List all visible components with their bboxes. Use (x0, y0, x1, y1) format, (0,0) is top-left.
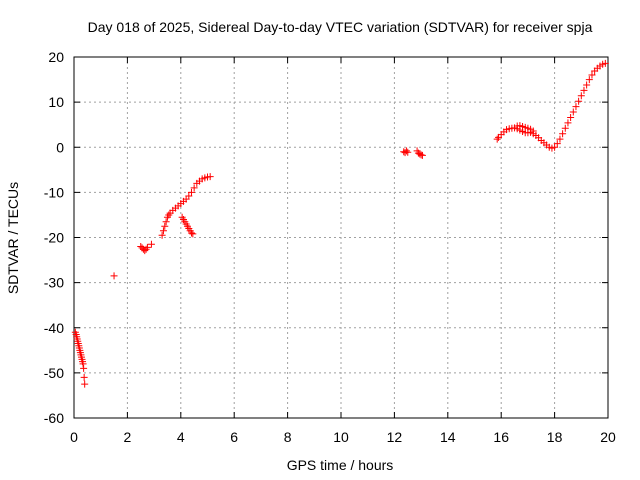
y-tick-label: -30 (44, 275, 64, 291)
x-tick-label: 20 (600, 429, 616, 445)
x-tick-label: 2 (124, 429, 132, 445)
data-point (189, 230, 197, 238)
data-point (564, 119, 572, 127)
data-point (559, 130, 567, 138)
chart-title: Day 018 of 2025, Sidereal Day-to-day VTE… (88, 19, 593, 35)
data-point (572, 103, 580, 111)
x-tick-label: 0 (70, 429, 78, 445)
x-tick-label: 12 (387, 429, 403, 445)
data-point (81, 380, 89, 388)
y-tick-label: -50 (44, 365, 64, 381)
data-point (110, 272, 118, 280)
y-tick-label: -20 (44, 230, 64, 246)
x-axis-title: GPS time / hours (287, 457, 394, 473)
data-point (585, 76, 593, 84)
x-tick-label: 14 (440, 429, 456, 445)
data-point (80, 373, 88, 381)
x-tick-label: 18 (547, 429, 563, 445)
data-point (561, 124, 569, 132)
data-point (493, 135, 501, 143)
x-tick-label: 10 (333, 429, 349, 445)
data-point (588, 71, 596, 79)
data-point (79, 360, 87, 368)
axis-ticks (73, 56, 609, 419)
data-point (142, 245, 150, 253)
data-point (529, 127, 537, 135)
data-point (80, 364, 88, 372)
data-point (165, 211, 173, 219)
data-point (162, 218, 170, 226)
data-point (601, 59, 609, 67)
data-point (185, 192, 193, 200)
data-point (567, 113, 575, 121)
data-point (190, 184, 198, 192)
data-point (187, 229, 195, 237)
data-points (71, 59, 609, 388)
y-tick-label: -40 (44, 320, 64, 336)
y-tick-label: 10 (48, 94, 64, 110)
y-tick-label: 20 (48, 49, 64, 65)
data-point (583, 81, 591, 89)
x-tick-label: 8 (284, 429, 292, 445)
data-point (418, 151, 426, 159)
data-point (556, 135, 564, 143)
data-point (143, 243, 151, 251)
data-point (575, 97, 583, 105)
data-point (158, 231, 166, 239)
y-tick-label: -60 (44, 410, 64, 426)
data-point (159, 227, 167, 235)
data-point (553, 140, 561, 148)
data-point (161, 222, 169, 230)
data-point (551, 143, 559, 151)
data-point (404, 148, 412, 156)
data-point (580, 86, 588, 94)
y-tick-label: 0 (56, 139, 64, 155)
grid (74, 57, 608, 418)
data-point (402, 147, 410, 155)
data-point (569, 108, 577, 116)
tick-labels: 0 2 4 6 8 10 12 14 16 18 20 -60 -50 -40 -30 -20 -10 0 10 20 (44, 49, 616, 445)
data-point (577, 92, 585, 100)
data-point (206, 173, 214, 181)
data-point (187, 188, 195, 196)
y-tick-label: -10 (44, 184, 64, 200)
x-tick-label: 6 (230, 429, 238, 445)
x-tick-label: 16 (493, 429, 509, 445)
y-axis-title: SDTVAR / TECUs (5, 182, 21, 294)
x-tick-label: 4 (177, 429, 185, 445)
data-point (147, 240, 155, 248)
